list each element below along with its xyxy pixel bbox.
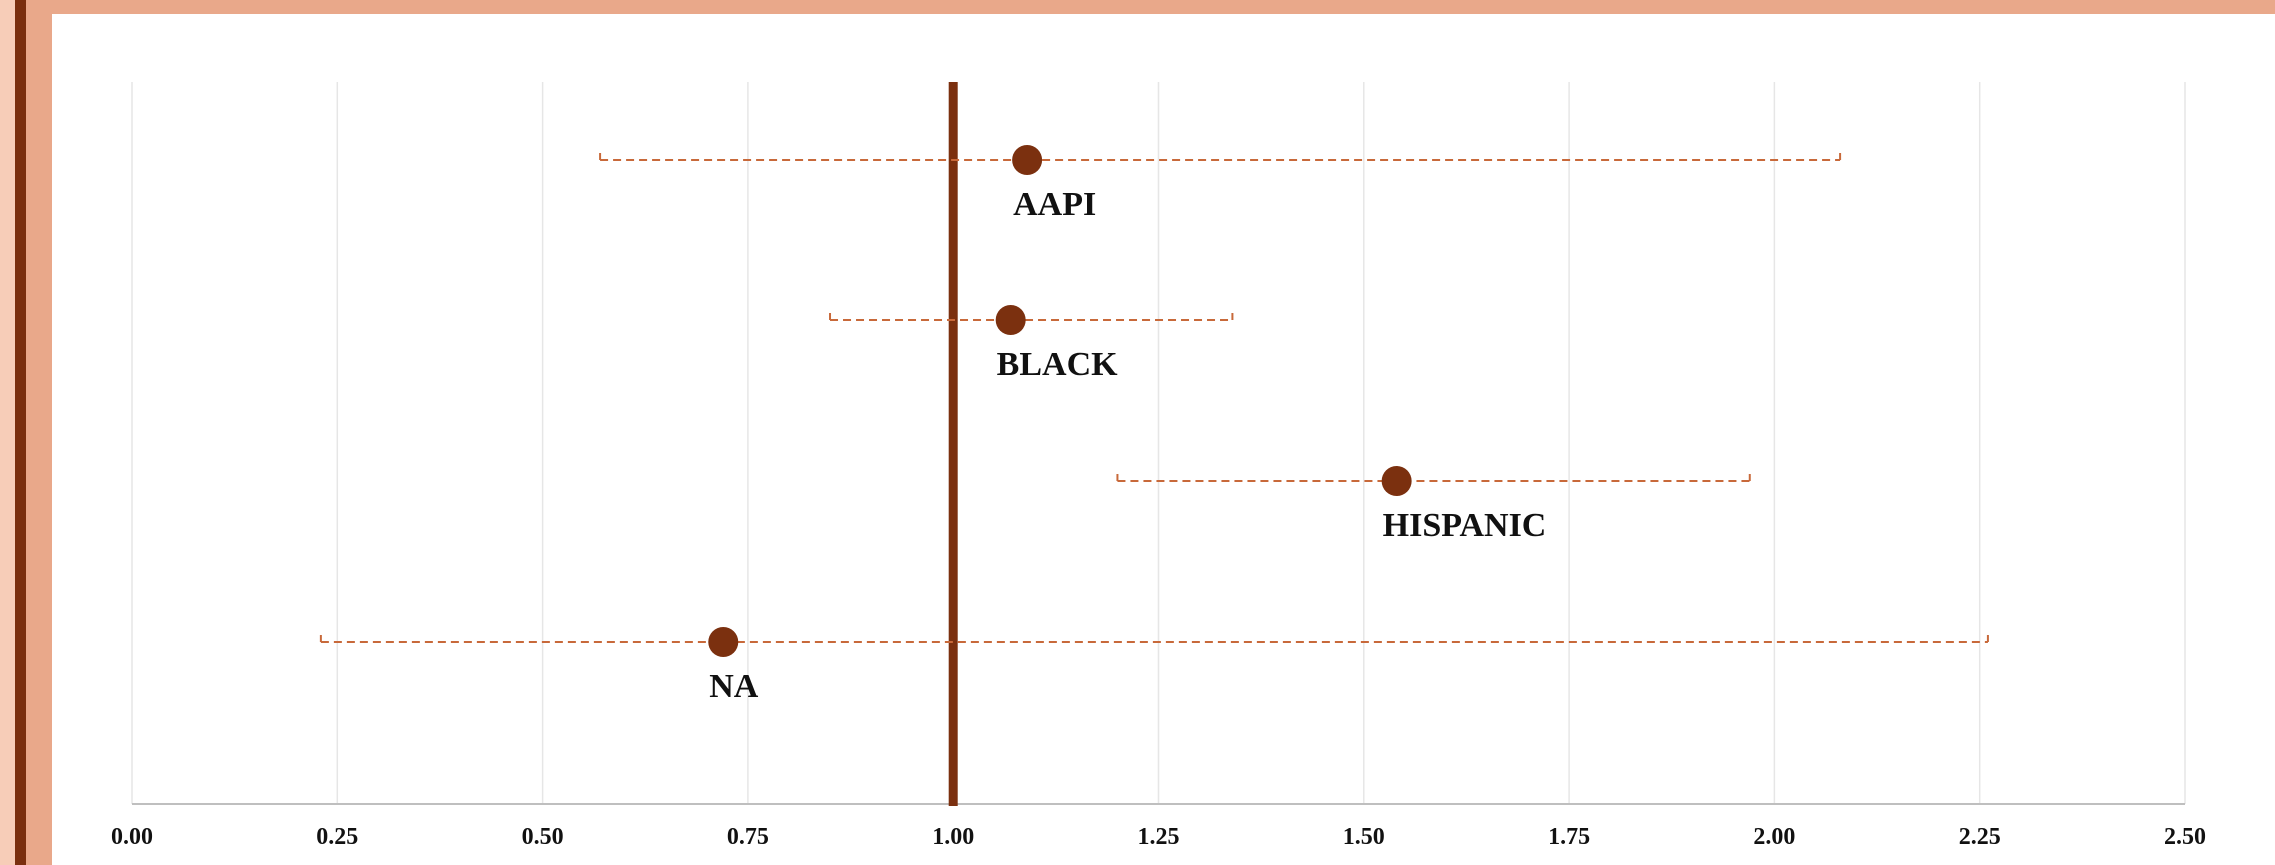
border-stripe-dark	[15, 0, 26, 865]
data-point	[1012, 145, 1043, 175]
category-label: AAPI	[1013, 186, 1096, 223]
forest-plot: 0.00 0.25 0.50 0.75 1.00 1.25 1.50 1.75 2.00 2.25…	[111, 82, 2206, 850]
category-label: HISPANIC	[1383, 507, 1547, 544]
border-stripe-light	[0, 0, 15, 865]
chart-panel: 0.00 0.25 0.50 0.75 1.00 1.25 1.50 1.75 2.00 2.25…	[52, 14, 2275, 865]
x-tick-label: 0.50	[522, 824, 564, 850]
x-tick-label: 0.00	[111, 824, 153, 850]
data-point	[708, 627, 739, 657]
x-tick-label: 1.50	[1343, 824, 1385, 850]
category-label: BLACK	[997, 346, 1118, 383]
x-tick-label: 1.00	[932, 824, 974, 850]
x-tick-label: 2.25	[1959, 824, 2001, 850]
category-label: NA	[709, 668, 759, 705]
x-tick-label: 0.75	[727, 824, 769, 850]
x-tick-label: 1.25	[1138, 824, 1180, 850]
x-tick-label: 2.00	[1753, 824, 1795, 850]
x-tick-label: 0.25	[316, 824, 358, 850]
x-tick-label: 2.50	[2164, 824, 2206, 850]
x-tick-label: 1.75	[1548, 824, 1590, 850]
data-point	[1381, 466, 1412, 496]
data-point	[995, 305, 1026, 335]
